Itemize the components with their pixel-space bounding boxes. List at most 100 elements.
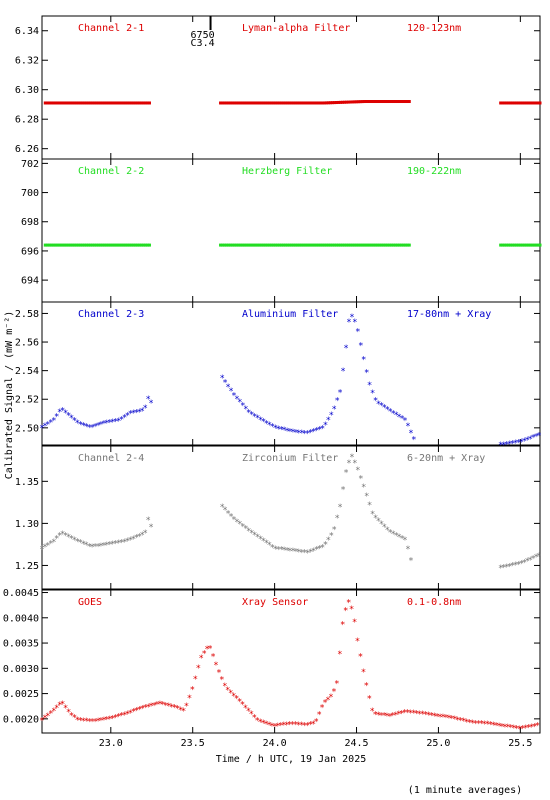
data-point <box>102 243 106 247</box>
data-point <box>98 101 102 105</box>
data-point: * <box>367 381 372 391</box>
data-point: * <box>42 543 47 553</box>
data-point: * <box>81 540 86 550</box>
y-tick-label: 6.34 <box>15 26 39 37</box>
data-point <box>136 243 140 247</box>
data-point: * <box>273 545 278 555</box>
data-point <box>219 101 223 105</box>
data-point: * <box>78 717 83 727</box>
data-point: * <box>122 413 127 423</box>
data-point <box>510 243 514 247</box>
data-point: * <box>92 543 97 553</box>
data-point: * <box>302 721 307 731</box>
data-point <box>346 100 350 104</box>
data-point: * <box>116 539 121 549</box>
data-point <box>55 101 59 105</box>
data-point: * <box>396 710 401 720</box>
data-point: * <box>517 725 522 735</box>
data-point: * <box>75 716 80 726</box>
data-point: * <box>337 650 342 660</box>
data-point: * <box>305 722 310 732</box>
data-point <box>236 243 240 247</box>
data-point: * <box>346 459 351 469</box>
data-point <box>303 243 307 247</box>
data-point: * <box>258 416 263 426</box>
data-point: * <box>92 423 97 433</box>
data-point: * <box>163 701 168 711</box>
data-point <box>530 243 534 247</box>
data-point: * <box>390 712 395 722</box>
data-point: * <box>355 327 360 337</box>
panel-3: 2.50 2.52 2.54 2.56 2.58 Channel 2-3 Aluminium… <box>15 301 542 451</box>
x-tick-label: 24.0 <box>263 738 287 749</box>
data-point <box>362 100 366 104</box>
data-point: * <box>51 538 56 548</box>
y-tick-label: 694 <box>21 276 39 287</box>
data-point: * <box>343 469 348 479</box>
y-tick-label: 6.28 <box>15 115 39 126</box>
data-point <box>532 101 536 105</box>
data-point <box>319 101 323 105</box>
data-point <box>283 101 287 105</box>
data-point: * <box>157 700 162 710</box>
data-point <box>333 101 337 105</box>
data-point <box>98 243 102 247</box>
data-point <box>524 243 528 247</box>
data-point: * <box>178 706 183 716</box>
data-point <box>372 243 376 247</box>
data-point <box>136 101 140 105</box>
data-point: * <box>314 546 319 556</box>
data-point <box>43 101 47 105</box>
data-point <box>378 243 382 247</box>
data-point: * <box>270 423 275 433</box>
data-point: * <box>396 413 401 423</box>
data-point <box>397 243 401 247</box>
data-point: * <box>287 720 292 730</box>
data-point <box>510 101 514 105</box>
data-point: * <box>337 503 342 513</box>
data-point <box>83 101 87 105</box>
data-point <box>110 243 114 247</box>
y-tick-label: 0.0030 <box>3 664 39 675</box>
panel-1: 6.26 6.28 6.30 6.32 6.34 Channel 2-1 Lyman-alp… <box>15 15 542 160</box>
data-point <box>260 101 264 105</box>
y-tick-label: 0.0045 <box>3 588 39 599</box>
data-point: * <box>349 313 354 323</box>
data-point <box>507 101 511 105</box>
data-point: * <box>411 435 416 445</box>
data-point <box>340 100 344 104</box>
data-point: * <box>479 720 484 730</box>
panel-band-label: 17-80nm + Xray <box>407 309 491 320</box>
data-point <box>364 100 368 104</box>
data-point: * <box>340 367 345 377</box>
data-point <box>112 101 116 105</box>
data-point: * <box>502 723 507 733</box>
data-point: * <box>461 717 466 727</box>
data-point: * <box>125 537 130 547</box>
data-point <box>59 243 63 247</box>
data-point: * <box>408 429 413 439</box>
data-point: * <box>119 712 124 722</box>
data-point <box>236 101 240 105</box>
data-point <box>134 243 138 247</box>
data-point <box>228 243 232 247</box>
data-point: * <box>113 417 118 427</box>
data-point: * <box>240 402 245 412</box>
data-point <box>287 101 291 105</box>
data-point <box>287 243 291 247</box>
data-point <box>104 243 108 247</box>
panel-channel-label: Channel 2-2 <box>78 166 144 177</box>
data-point: * <box>498 564 503 574</box>
data-point: * <box>148 399 153 409</box>
data-point: * <box>276 545 281 555</box>
data-point <box>226 101 230 105</box>
data-point: * <box>231 692 236 702</box>
data-point: * <box>273 424 278 434</box>
data-point: * <box>57 532 62 542</box>
data-point <box>69 243 73 247</box>
data-point: * <box>391 530 396 540</box>
data-point: * <box>536 552 541 562</box>
data-point: * <box>332 405 337 415</box>
data-point <box>386 100 390 104</box>
data-point: * <box>237 698 242 708</box>
